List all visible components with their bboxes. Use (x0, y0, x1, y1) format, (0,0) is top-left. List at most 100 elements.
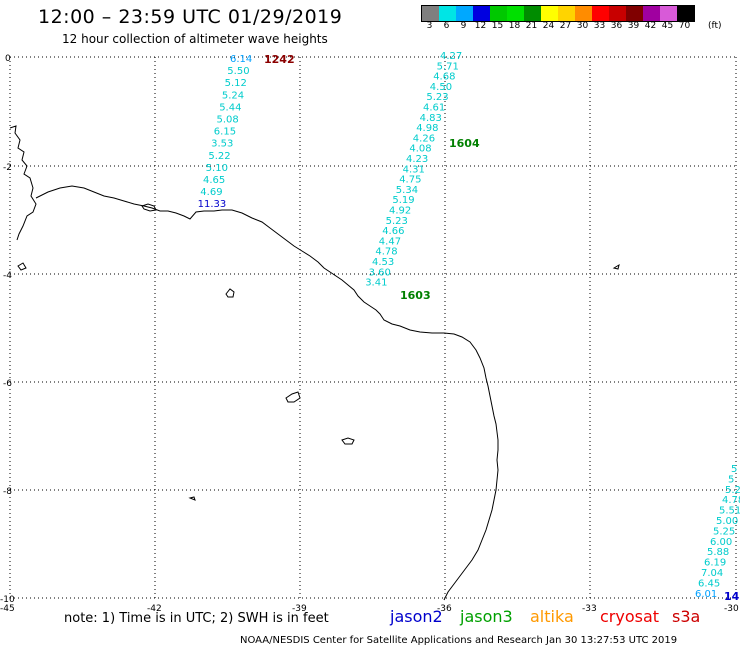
lat-labels: 0 -2 -4 -6 -8 -10 (0, 54, 15, 605)
wave-height-value: 4.08 (409, 144, 431, 155)
wave-height-value: 5.51 (719, 506, 740, 517)
satellite-jason2: jason2 (390, 607, 443, 626)
pass-labels: 1242 1604 1603 14 (264, 53, 740, 603)
satellite-jason3: jason3 (460, 607, 513, 626)
legend-label: 27 (559, 21, 572, 31)
wave-height-value: 6.19 (704, 558, 726, 569)
wave-height-value: 4.26 (413, 133, 435, 144)
legend-label: 21 (525, 21, 538, 31)
wave-height-value: 4.23 (406, 154, 428, 165)
legend-swatch (677, 6, 694, 21)
legend-swatch (524, 6, 541, 21)
wave-height-value: 5.23 (426, 92, 448, 103)
lon-label: -42 (147, 604, 162, 614)
legend-label: 3 (426, 21, 433, 31)
lat-label: -8 (3, 487, 12, 497)
wave-height-value: 3.41 (365, 278, 387, 289)
wave-height-value: 7.04 (701, 568, 723, 579)
satellite-cryosat: cryosat (600, 607, 660, 626)
legend-label: 9 (460, 21, 467, 31)
legend-swatch (643, 6, 660, 21)
lon-label: -33 (582, 604, 597, 614)
legend-label: 36 (610, 21, 623, 31)
wave-height-value: 4.47 (379, 236, 401, 247)
wave-height-value: 4.83 (420, 113, 442, 124)
legend-swatch (592, 6, 609, 21)
wave-height-value: 5.71 (437, 61, 459, 72)
wave-height-value: 4.61 (423, 103, 445, 114)
pass-label: 14 (724, 590, 740, 603)
wave-height-value: 4.78 (722, 495, 740, 506)
footnote: note: 1) Time is in UTC; 2) SWH is in fe… (64, 611, 329, 626)
legend-unit: (ft) (708, 21, 722, 31)
wave-height-value: 4.66 (382, 226, 404, 237)
wave-height-value: 5.12 (225, 78, 247, 89)
wave-height-value: 5.19 (392, 195, 414, 206)
legend-labels: 3 6 9 12 15 18 21 24 27 30 33 36 39 42 45 70 (421, 21, 721, 35)
satellite-s3a: s3a (672, 607, 701, 626)
legend-swatch (439, 6, 456, 21)
satellite-altika: altika (530, 607, 574, 626)
wave-height-value: 6.14 (230, 54, 252, 65)
wave-height-value: 4.68 (433, 72, 455, 83)
legend-label: 24 (542, 21, 555, 31)
wave-height-value: 5 (728, 474, 734, 485)
lon-label: -39 (292, 604, 307, 614)
lat-label: -2 (3, 163, 12, 173)
wave-height-value: 5.88 (707, 547, 729, 558)
legend-label: 39 (627, 21, 640, 31)
wave-height-value: 4.65 (203, 175, 225, 186)
wave-height-value: 11.33 (198, 199, 227, 210)
wave-height-value: 5.22 (208, 151, 230, 162)
wave-height-value: 5.23 (386, 216, 408, 227)
wave-height-value: 6.45 (698, 578, 720, 589)
wave-height-value: 5.08 (217, 115, 239, 126)
wave-height-value: 3.53 (211, 139, 233, 150)
legend-swatch (626, 6, 643, 21)
wave-height-value: 6.00 (710, 537, 732, 548)
pass-label: 1603 (400, 289, 431, 302)
legend-swatch (422, 6, 439, 21)
map-title: 12:00 – 23:59 UTC 01/29/2019 (38, 6, 343, 28)
wave-height-value: 5.34 (396, 185, 418, 196)
wave-height-value: 5.50 (227, 66, 249, 77)
wave-height-value: 5 (731, 464, 737, 475)
legend-swatch (473, 6, 490, 21)
pass-label: 1604 (449, 137, 480, 150)
legend-swatch (609, 6, 626, 21)
legend-swatch (575, 6, 592, 21)
wave-height-value: 5.10 (206, 163, 228, 174)
legend-swatch (490, 6, 507, 21)
legend-label: 18 (508, 21, 521, 31)
lon-label: -36 (437, 604, 452, 614)
legend-swatch (558, 6, 575, 21)
lon-labels: -45 -42 -39 -36 -33 -30 (0, 604, 739, 614)
pass-label: 1242 (264, 53, 295, 66)
wave-height-value: 5.25 (713, 526, 735, 537)
wave-height-value: 4.78 (375, 247, 397, 258)
wave-height-value: 3.60 (369, 267, 391, 278)
lat-label: -10 (0, 595, 15, 605)
wave-height-value: 4.69 (200, 187, 222, 198)
legend-label: 33 (593, 21, 606, 31)
lon-label: -30 (724, 604, 739, 614)
wave-height-value: 4.31 (403, 164, 425, 175)
lon-label: -45 (0, 604, 15, 614)
wave-height-value: 4.53 (372, 257, 394, 268)
legend-label: 12 (474, 21, 487, 31)
wave-height-value: 5.24 (222, 90, 244, 101)
lat-label: 0 (5, 54, 11, 64)
legend-label: 70 (678, 21, 691, 31)
color-legend (421, 5, 695, 22)
wave-height-value: 6.15 (214, 127, 236, 138)
wave-height-value: 5.00 (716, 516, 738, 527)
legend-label: 42 (644, 21, 657, 31)
map-subtitle: 12 hour collection of altimeter wave hei… (62, 32, 328, 46)
legend-swatch (660, 6, 677, 21)
wave-height-value: 4.92 (389, 206, 411, 217)
wave-height-value: 4.75 (399, 175, 421, 186)
wave-height-value: 5.2 (725, 485, 740, 496)
legend-label: 15 (491, 21, 504, 31)
coastline (9, 125, 620, 601)
